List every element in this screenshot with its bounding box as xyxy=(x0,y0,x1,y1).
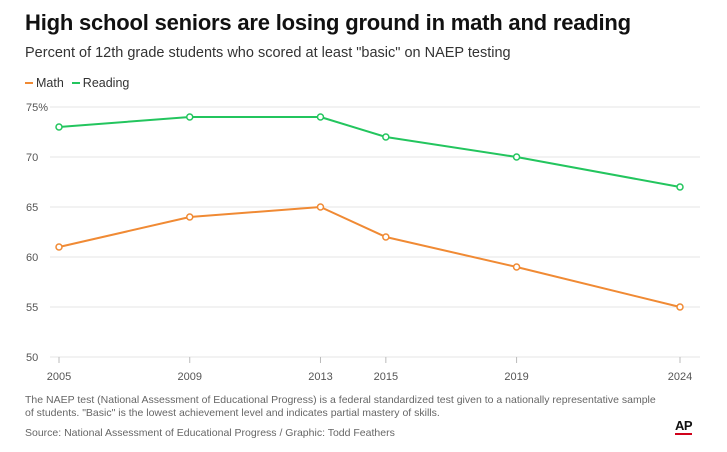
data-point-math xyxy=(55,243,63,251)
x-tick-label: 2024 xyxy=(668,371,692,383)
x-tick-label: 2019 xyxy=(504,371,528,383)
ap-logo: AP xyxy=(675,418,693,435)
data-point-reading xyxy=(382,133,390,141)
chart-title: High school seniors are losing ground in… xyxy=(25,10,631,35)
legend-label-math: Math xyxy=(36,76,64,90)
x-tick-label: 2009 xyxy=(177,371,201,383)
chart-subtitle: Percent of 12th grade students who score… xyxy=(25,45,511,61)
data-point-reading xyxy=(185,113,194,121)
data-point-math xyxy=(316,203,325,211)
y-tick-label: 70 xyxy=(26,152,38,164)
data-point-math xyxy=(185,213,194,221)
legend-swatch-reading xyxy=(71,82,80,84)
legend-label-reading: Reading xyxy=(82,76,130,90)
data-point-reading xyxy=(55,123,63,131)
line-chart: 50 55 60 65 70 75% 2005 2009 2013 2015 2019 2024 xyxy=(26,102,700,383)
data-point-reading xyxy=(676,183,684,191)
data-point-math xyxy=(676,303,684,311)
footnote: The NAEP test (National Assessment of Ed… xyxy=(25,394,656,419)
y-tick-label: 55 xyxy=(26,302,38,314)
x-tick-label: 2015 xyxy=(374,371,398,383)
y-tick-label: 50 xyxy=(26,352,38,364)
x-tick-label: 2005 xyxy=(47,371,71,383)
series-line-reading xyxy=(58,116,681,188)
legend: Math Reading xyxy=(25,76,129,90)
data-point-math xyxy=(512,263,521,271)
series-line-math xyxy=(58,206,681,308)
x-tick-label: 2013 xyxy=(308,371,332,383)
source-credit: Source: National Assessment of Education… xyxy=(25,427,395,439)
y-tick-label: 60 xyxy=(26,252,38,264)
data-point-reading xyxy=(316,113,325,121)
data-point-math xyxy=(382,233,390,241)
legend-swatch-math xyxy=(25,82,33,84)
legend-item-reading: Reading xyxy=(71,76,130,90)
y-tick-label: 65 xyxy=(26,202,38,214)
y-tick-label: 75% xyxy=(26,102,48,114)
legend-item-math: Math xyxy=(25,76,64,90)
data-point-reading xyxy=(512,153,521,161)
